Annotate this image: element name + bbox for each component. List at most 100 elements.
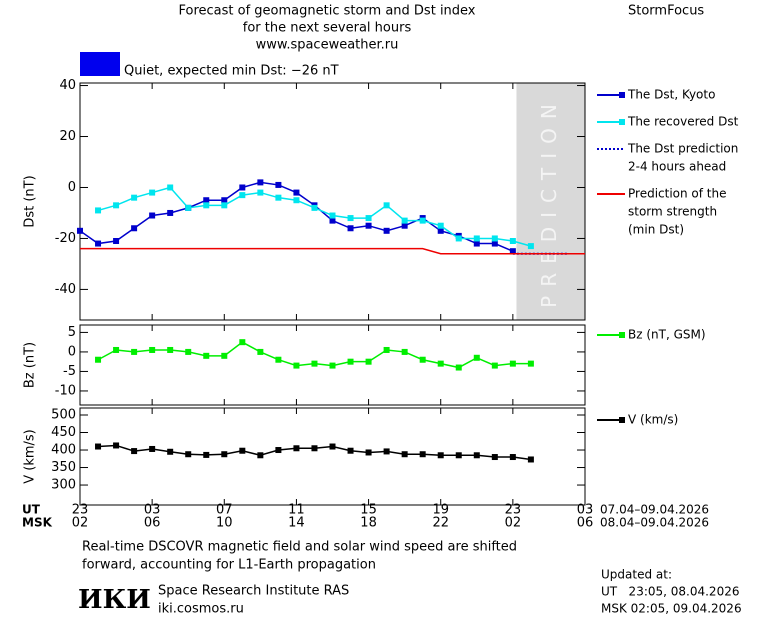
y-tick-label: 0 (68, 180, 76, 195)
data-point (221, 352, 228, 359)
data-point (419, 356, 426, 363)
data-point (509, 454, 516, 461)
data-point (509, 238, 516, 244)
legend-label: Prediction of the (628, 187, 727, 201)
data-point (401, 451, 408, 458)
data-point (95, 240, 102, 247)
data-point (239, 184, 246, 191)
data-point (95, 207, 102, 214)
y-tick-label: -20 (55, 231, 76, 246)
y-axis-title: Bz (nT) (23, 342, 38, 388)
data-point (293, 189, 300, 196)
data-point (221, 197, 228, 204)
x-tick-label: 15 (360, 503, 377, 518)
data-point (131, 448, 138, 455)
data-point (239, 339, 246, 346)
data-point (365, 449, 372, 456)
data-point (275, 194, 282, 201)
data-point (347, 447, 354, 454)
data-point (95, 443, 102, 450)
legend-label: (min Dst) (628, 223, 684, 237)
series-line (80, 247, 585, 255)
footer-note: Real-time DSCOVR magnetic field and sola… (82, 540, 517, 555)
y-tick-label: 450 (51, 425, 76, 440)
data-point (347, 358, 354, 365)
data-point (167, 346, 174, 353)
data-point (203, 451, 210, 458)
data-point (131, 225, 138, 232)
data-point (329, 362, 336, 369)
y-tick-label: 0 (68, 344, 76, 359)
x-tick-label: 02 (505, 516, 522, 531)
data-point (185, 451, 192, 458)
time-axis-name: MSK (22, 516, 53, 530)
y-tick-label: -40 (55, 282, 76, 297)
data-point (203, 197, 210, 204)
data-point (455, 364, 462, 371)
data-point (149, 212, 156, 219)
y-tick-label: 500 (51, 408, 76, 423)
x-tick-label: 07 (216, 503, 233, 518)
x-tick-label: 23 (505, 503, 522, 518)
legend-label: 2-4 hours ahead (628, 160, 726, 174)
title-line: for the next several hours (243, 21, 412, 36)
data-point (473, 235, 480, 242)
data-point (149, 189, 156, 196)
data-point (491, 362, 498, 369)
y-tick-label: -5 (63, 364, 76, 379)
data-point (365, 222, 372, 229)
x-tick-label: 03 (144, 503, 161, 518)
x-tick-label: 22 (432, 516, 449, 531)
data-point (113, 238, 120, 244)
x-tick-label: 06 (144, 516, 161, 531)
date-range: 07.04–09.04.2026 (600, 503, 709, 517)
time-axis-name: UT (22, 503, 41, 517)
prediction-band (516, 83, 585, 320)
updated: Updated at: (601, 568, 672, 582)
legend-label: Bz (nT, GSM) (628, 328, 706, 342)
series-line (97, 186, 532, 247)
data-point (491, 235, 498, 242)
x-tick-label: 19 (432, 503, 449, 518)
brand: StormFocus (628, 4, 704, 19)
data-point (419, 451, 426, 458)
y-tick-label: 40 (59, 78, 76, 93)
data-point (293, 197, 300, 204)
data-point (329, 443, 336, 450)
data-point (509, 360, 516, 367)
data-point (527, 360, 534, 367)
data-point (257, 348, 264, 355)
data-point (293, 362, 300, 369)
x-tick-label: 02 (72, 516, 89, 531)
data-point (509, 248, 516, 255)
title-line: Forecast of geomagnetic storm and Dst in… (178, 4, 475, 19)
x-tick-label: 14 (288, 516, 305, 531)
data-point (383, 346, 390, 353)
data-point (95, 356, 102, 363)
title-line: www.spaceweather.ru (256, 38, 399, 53)
data-point (383, 448, 390, 455)
data-point (239, 447, 246, 454)
data-point (239, 192, 246, 199)
data-point (383, 202, 390, 209)
data-point (365, 358, 372, 365)
x-tick-label: 11 (288, 503, 305, 518)
y-axis-title: V (km/s) (23, 429, 38, 484)
data-point (203, 352, 210, 359)
data-point (113, 202, 120, 209)
x-tick-label: 03 (577, 503, 594, 518)
y-tick-label: 300 (51, 478, 76, 493)
data-point (365, 215, 372, 222)
data-point (275, 356, 282, 363)
data-point (473, 452, 480, 459)
data-point (77, 227, 83, 234)
data-point (185, 204, 192, 211)
legend-label: The recovered Dst (627, 115, 739, 129)
data-point (347, 215, 354, 222)
data-point (419, 217, 426, 224)
data-point (113, 346, 120, 353)
data-point (167, 448, 174, 455)
data-point (329, 212, 336, 219)
data-point (491, 240, 498, 247)
legend-marker (619, 417, 625, 423)
